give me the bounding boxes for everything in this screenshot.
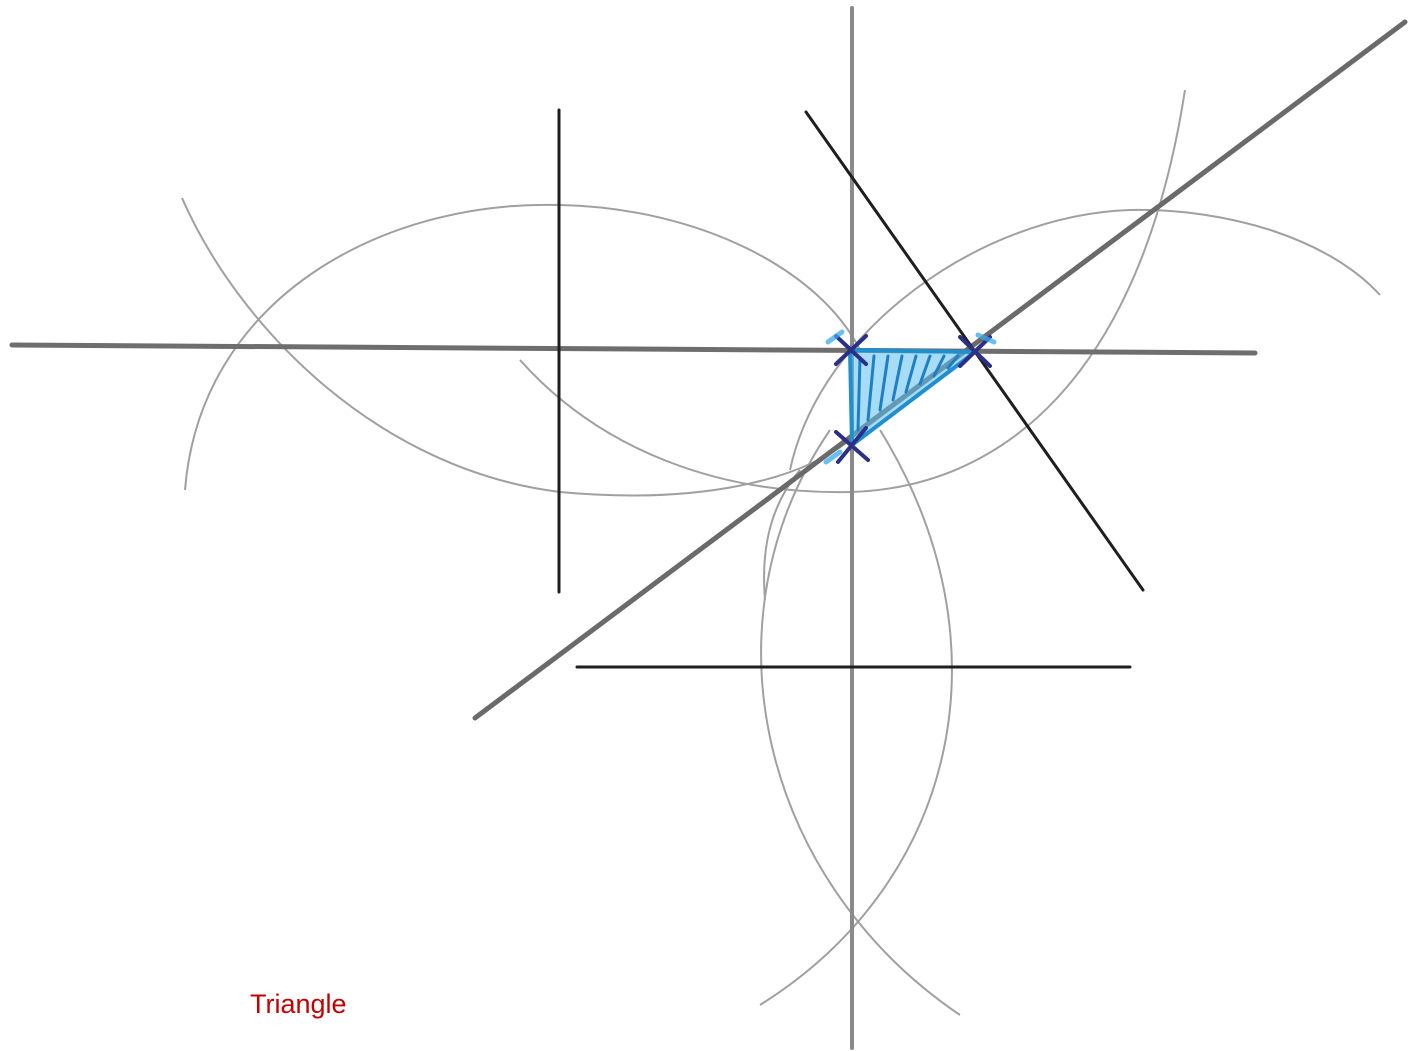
- horizontal-pencil-line: [9, 342, 1258, 356]
- vertex-cross-top-left: [834, 334, 868, 366]
- arc-left-upper: [184, 203, 861, 491]
- arc-left-lower: [181, 197, 851, 497]
- construction-arcs: [181, 89, 1381, 1016]
- shaded-triangle: [848, 348, 977, 447]
- arc-vertical-left: [760, 429, 961, 1016]
- triangle-caption: Triangle: [250, 989, 347, 1019]
- vertex-highlights: [823, 329, 997, 465]
- vertex-marks: [834, 334, 992, 464]
- pencil-lines: [9, 6, 1408, 1050]
- arc-vertical-right: [759, 429, 953, 1006]
- triangle-hatching: [856, 354, 960, 432]
- triangle-fill: [848, 348, 977, 447]
- arc-right-lower: [519, 89, 1186, 494]
- arc-right-upper: [789, 208, 1381, 471]
- vertex-cross-top-right: [958, 335, 992, 368]
- vertex-cross-bottom: [834, 426, 870, 464]
